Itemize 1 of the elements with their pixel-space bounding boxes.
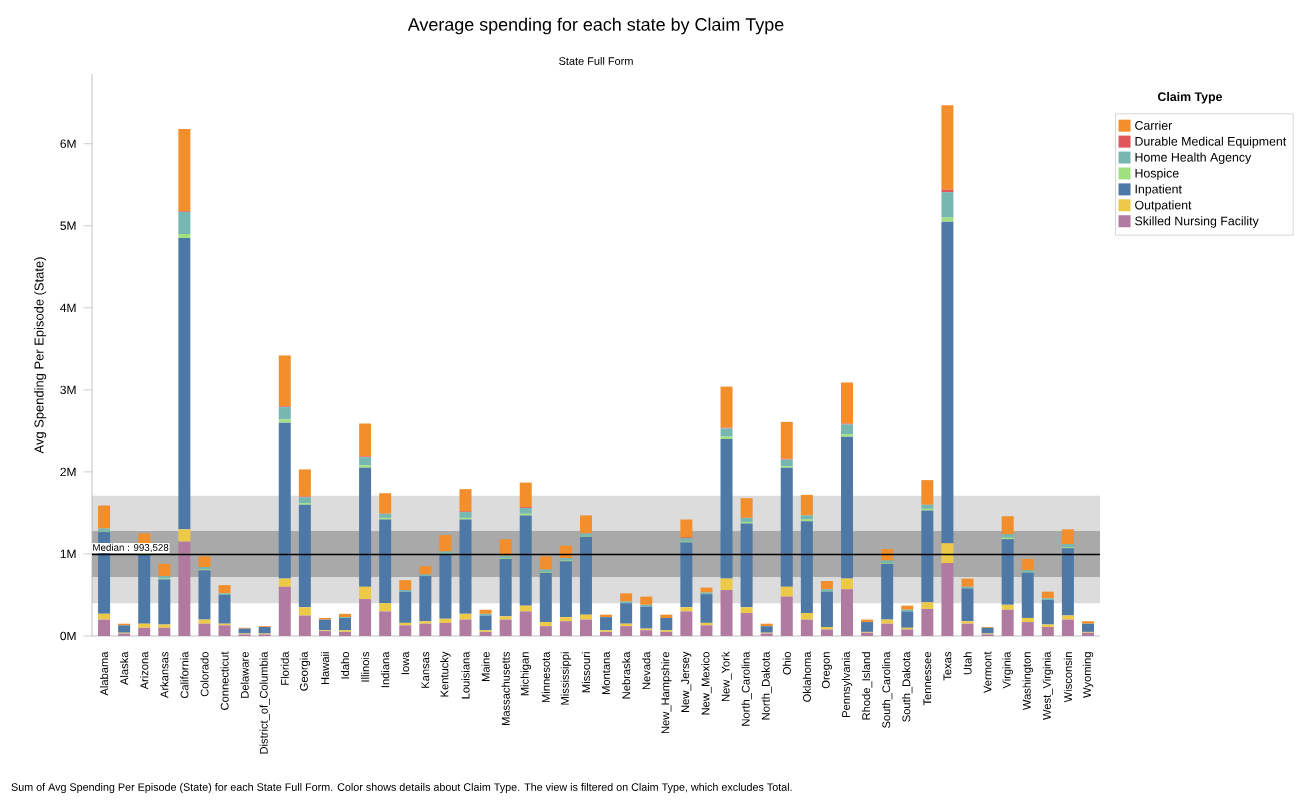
chart-title: Average spending for each state by Claim Type (407, 17, 784, 35)
